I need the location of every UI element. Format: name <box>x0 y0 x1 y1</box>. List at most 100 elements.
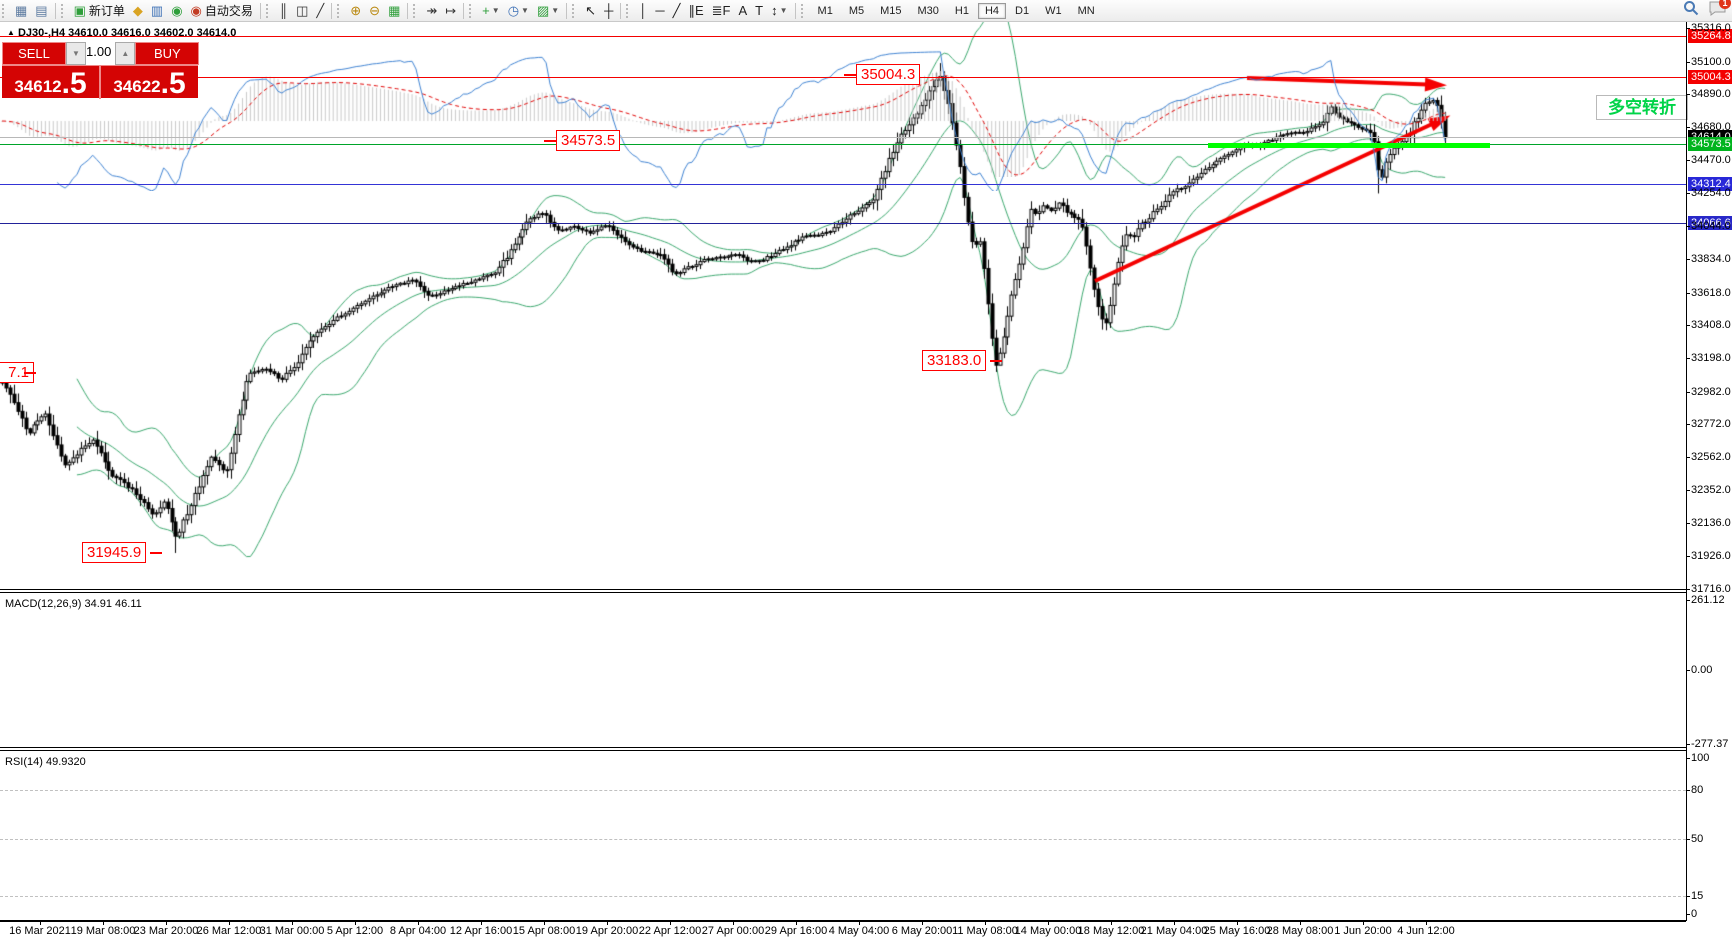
price-tick-label: 34890.0 <box>1691 88 1731 100</box>
horizontal-line-34614[interactable] <box>0 137 1686 138</box>
pane-separator[interactable] <box>0 750 1686 751</box>
text-icon[interactable]: A <box>734 0 751 21</box>
price-tick-label: 32982.0 <box>1691 386 1731 398</box>
price-tag-annotation[interactable]: 34573.5 <box>556 130 621 151</box>
time-label: 26 Mar 12:00 <box>196 925 262 937</box>
axis-tick <box>1686 160 1690 161</box>
metaeditor-icon[interactable]: ◆ <box>129 0 147 21</box>
timeframe-mn-button[interactable]: MN <box>1077 4 1095 17</box>
autotrading-icon[interactable]: ◉ 自动交易 <box>187 0 257 21</box>
horizontal-line-35004.3[interactable] <box>0 77 1686 78</box>
price-tag-annotation[interactable]: 33183.0 <box>922 350 987 371</box>
axis-tick <box>1686 523 1690 524</box>
zoom-in-icon[interactable]: ⊕ <box>346 0 365 21</box>
bar-chart-icon[interactable]: ║ <box>275 0 292 21</box>
buy-price[interactable]: 34622 .5 <box>101 66 198 99</box>
text-icon: A <box>738 3 748 18</box>
search-icon[interactable] <box>1683 0 1699 21</box>
templates-icon: ▨ <box>536 3 550 18</box>
market-watch-icon[interactable]: ◉ <box>167 0 186 21</box>
volume-increase-button[interactable]: ▲ <box>115 42 136 65</box>
volume-input[interactable]: 1.00 <box>86 42 116 65</box>
main-toolbar: ▦ ▤ ▣ 新订单 ◆ ▥ ◉ ◉ 自动交易 ║ ◫ ╱ ⊕ ⊖ ▦ ↠ ↦ + ▼ ◷ ▼ ▨ ▼ ↖ ┼ │ ─ ╱ ∥E ≣F A T ↕… <box>0 0 1732 22</box>
arrows-icon[interactable]: ↕ ▼ <box>767 0 791 21</box>
price-tag-annotation[interactable]: 35004.3 <box>856 64 921 85</box>
periods-icon[interactable]: ◷ ▼ <box>504 0 533 21</box>
chevron-down-icon[interactable]: ▼ <box>521 6 529 15</box>
price-tag-annotation[interactable]: 31945.9 <box>82 542 147 563</box>
autotrading-icon-label: 自动交易 <box>204 4 253 18</box>
pane-separator[interactable] <box>0 589 1686 590</box>
timeframe-m5-button[interactable]: M5 <box>848 4 865 17</box>
crosshair-icon[interactable]: ┼ <box>600 0 617 21</box>
time-label: 31 Mar 00:00 <box>259 925 325 937</box>
trendline-icon[interactable]: ╱ <box>669 0 685 21</box>
bull-bear-turn-annotation[interactable]: 多空转折 <box>1596 95 1688 120</box>
new-chart-icon[interactable]: ▦ <box>11 0 31 21</box>
price-tick-label: 33618.0 <box>1691 287 1731 299</box>
chevron-down-icon[interactable]: ▼ <box>551 6 560 15</box>
pane-separator[interactable] <box>0 592 1686 593</box>
axis-tick <box>1686 424 1690 425</box>
volume-decrease-button[interactable]: ▼ <box>66 42 86 65</box>
time-label: 5 Apr 12:00 <box>326 925 384 937</box>
time-label: 4 Jun 12:00 <box>1397 925 1455 937</box>
trendline-icon: ╱ <box>672 3 681 18</box>
templates-icon[interactable]: ▨ ▼ <box>533 0 563 21</box>
axis-tick <box>1686 490 1690 491</box>
pane-separator[interactable] <box>0 747 1686 748</box>
equidistant-channel-icon[interactable]: ∥E <box>684 0 707 21</box>
sell-price[interactable]: 34612 .5 <box>2 66 99 99</box>
terminal-icon[interactable]: ▥ <box>147 0 167 21</box>
buy-button[interactable]: BUY <box>135 42 200 65</box>
timeframe-m1-button[interactable]: M1 <box>817 4 833 17</box>
tag-connector <box>150 552 162 554</box>
timeframe-m15-button[interactable]: M15 <box>880 4 902 17</box>
timeframe-h1-button[interactable]: H1 <box>954 4 969 17</box>
time-tick <box>733 920 734 925</box>
chevron-down-icon[interactable]: ▼ <box>491 6 500 15</box>
chat-icon[interactable]: 1 <box>1709 0 1731 21</box>
zoom-in-icon: ⊕ <box>350 3 362 18</box>
sell-button[interactable]: SELL <box>2 42 66 65</box>
candlestick-chart-icon[interactable]: ◫ <box>292 0 312 21</box>
horizontal-line-34066.6[interactable] <box>0 223 1686 224</box>
new-order-icon[interactable]: ▣ 新订单 <box>70 0 129 21</box>
line-chart-icon[interactable]: ╱ <box>312 0 328 21</box>
time-label: 14 May 00:00 <box>1014 925 1082 937</box>
tile-windows-icon[interactable]: ▦ <box>384 0 404 21</box>
chart-shift-icon[interactable]: ↦ <box>441 0 460 21</box>
price-axis-line[interactable] <box>1686 22 1687 921</box>
horizontal-line-icon[interactable]: ─ <box>651 0 668 21</box>
vertical-line-icon: │ <box>639 3 648 18</box>
price-badge: 34312.4 <box>1688 177 1732 191</box>
axis-tick <box>1686 28 1690 29</box>
zoom-out-icon[interactable]: ⊖ <box>365 0 384 21</box>
time-tick <box>1048 920 1049 925</box>
indicators-icon[interactable]: + ▼ <box>478 0 504 21</box>
time-tick <box>1237 920 1238 925</box>
auto-scroll-icon[interactable]: ↠ <box>422 0 441 21</box>
chart-window[interactable]: ▲ DJ30-,H4 34610.0 34616.0 34602.0 34614… <box>0 22 1732 942</box>
fibonacci-icon[interactable]: ≣F <box>708 0 735 21</box>
profiles-icon[interactable]: ▤ <box>31 0 51 21</box>
timeframe-d1-button[interactable]: D1 <box>1015 4 1030 17</box>
time-label: 4 May 04:00 <box>828 925 890 937</box>
horizontal-line-34312.4[interactable] <box>0 184 1686 185</box>
rsi-canvas[interactable] <box>0 22 1686 191</box>
chevron-down-icon[interactable]: ▼ <box>779 6 788 15</box>
tag-connector <box>844 74 856 76</box>
time-tick <box>481 920 482 925</box>
support-highlight-bar[interactable] <box>1208 143 1490 148</box>
horizontal-line-34573.5[interactable] <box>0 144 1686 145</box>
horizontal-line-35264.8[interactable] <box>0 36 1686 37</box>
timeframe-h4-button[interactable]: H4 <box>977 2 1007 19</box>
cursor-icon[interactable]: ↖ <box>581 0 600 21</box>
one-click-trading-panel: SELL ▼ 1.00 ▲ BUY 34612 .5 34622 .5 <box>2 42 200 99</box>
axis-tick <box>1686 457 1690 458</box>
text-label-icon[interactable]: T <box>751 0 767 21</box>
axis-tick <box>1686 293 1690 294</box>
vertical-line-icon[interactable]: │ <box>635 0 651 21</box>
timeframe-w1-button[interactable]: W1 <box>1045 4 1062 17</box>
timeframe-m30-button[interactable]: M30 <box>917 4 939 17</box>
